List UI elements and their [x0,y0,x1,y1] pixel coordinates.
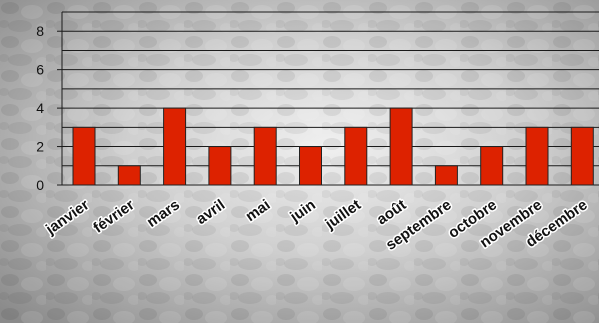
grid-lines [62,11,599,167]
bar-février [117,165,141,186]
bar-juin [299,146,322,186]
y-tick-label-2: 2 [36,139,44,155]
bar-août [389,107,413,186]
y-tick-label-6: 6 [36,62,44,78]
y-tick-label-0: 0 [36,177,44,193]
bar-octobre [480,146,504,186]
bar-mars [163,107,187,186]
bar-mai [253,126,277,186]
bar-novembre [525,126,549,186]
bar-décembre [570,126,594,186]
bar-juillet [344,126,368,186]
bars [72,107,594,186]
y-tick-label-8: 8 [36,23,44,39]
y-tick-label-4: 4 [36,100,44,116]
axes [57,12,599,186]
bar-septembre [434,165,458,186]
bar-avril [208,146,232,186]
bar-janvier [72,126,96,186]
